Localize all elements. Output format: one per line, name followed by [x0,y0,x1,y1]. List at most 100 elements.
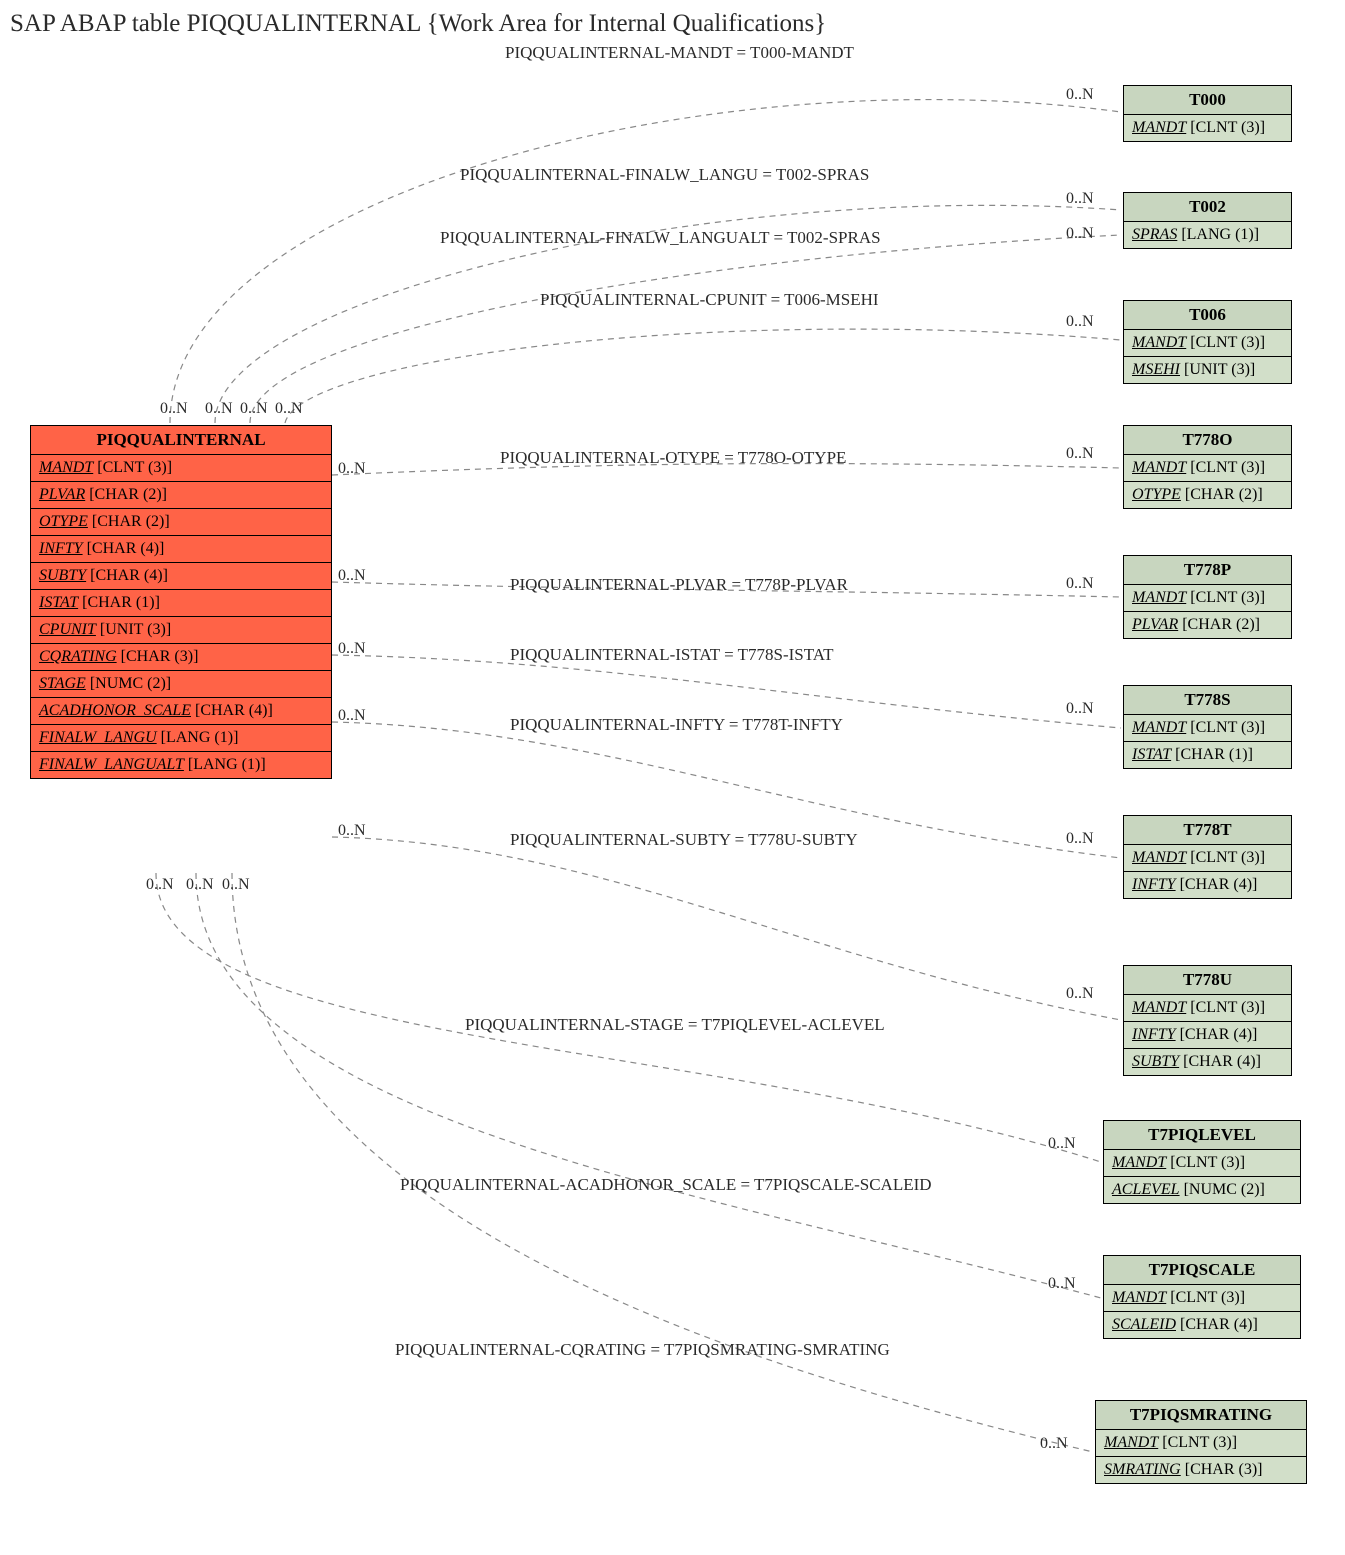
cardinality-src: 0..N [338,460,366,478]
edge [170,100,1121,423]
field-type: [CHAR (4)] [86,567,168,584]
field-type: [CHAR (1)] [78,594,160,611]
field-name: MANDT [1132,849,1186,866]
field-name: CQRATING [39,648,117,665]
field-type: [CLNT (3)] [1186,589,1265,606]
field-type: [NUMC (2)] [1180,1181,1265,1198]
field-name: SCALEID [1112,1316,1176,1333]
field-type: [CLNT (3)] [1158,1434,1237,1451]
table-header: PIQQUALINTERNAL [31,426,331,455]
edge-label: PIQQUALINTERNAL-INFTY = T778T-INFTY [510,715,843,735]
cardinality-src: 0..N [275,400,303,418]
table-row: MANDT [CLNT (3)] [1124,715,1291,742]
field-name: MANDT [1132,999,1186,1016]
cardinality-dst: 0..N [1066,190,1094,208]
cardinality-src: 0..N [205,400,233,418]
cardinality-dst: 0..N [1066,575,1094,593]
cardinality-dst: 0..N [1066,225,1094,243]
field-name: STAGE [39,675,86,692]
field-type: [CHAR (3)] [117,648,199,665]
field-type: [CHAR (2)] [88,513,170,530]
ref-table-t7piqsmrating: T7PIQSMRATINGMANDT [CLNT (3)]SMRATING [C… [1095,1400,1307,1484]
table-row: MANDT [CLNT (3)] [31,455,331,482]
cardinality-dst: 0..N [1066,985,1094,1003]
cardinality-dst: 0..N [1066,830,1094,848]
field-name: MANDT [1132,119,1186,136]
field-name: FINALW_LANGUALT [39,756,184,773]
table-header: T7PIQSCALE [1104,1256,1300,1285]
ref-table-t7piqscale: T7PIQSCALE MANDT [CLNT (3)] SCALEID [CHAR … [1103,1255,1301,1339]
field-type: [LANG (1)] [1177,226,1259,243]
field-name: OTYPE [1132,486,1181,503]
field-name: INFTY [1132,876,1176,893]
cardinality-dst: 0..N [1066,700,1094,718]
table-row: INFTY [CHAR (4)] [31,536,331,563]
cardinality-src: 0..N [240,400,268,418]
table-header: T778S [1124,686,1291,715]
edge-label: PIQQUALINTERNAL-CQRATING = T7PIQSMRATING… [395,1340,890,1360]
table-row: SPRAS [LANG (1)] [1124,222,1291,248]
edge [332,837,1121,1020]
field-name: MANDT [39,459,93,476]
edge [285,329,1121,423]
field-type: [CHAR (4)] [1176,1316,1258,1333]
cardinality-src: 0..N [338,567,366,585]
cardinality-dst: 0..N [1066,313,1094,331]
ref-table-t006: T006MANDT [CLNT (3)]MSEHI [UNIT (3)] [1123,300,1292,384]
edge-label: PIQQUALINTERNAL-FINALW_LANGUALT = T002-S… [440,228,881,248]
cardinality-src: 0..N [146,876,174,894]
table-header: T006 [1124,301,1291,330]
table-header: T000 [1124,86,1291,115]
field-type: [CLNT (3)] [1166,1289,1245,1306]
field-name: ACADHONOR_SCALE [39,702,191,719]
field-type: [CHAR (4)] [1179,1053,1261,1070]
table-row: CPUNIT [UNIT (3)] [31,617,331,644]
table-row: FINALW_LANGUALT [LANG (1)] [31,752,331,778]
edge-label: PIQQUALINTERNAL-PLVAR = T778P-PLVAR [510,575,848,595]
field-type: [LANG (1)] [184,756,266,773]
table-row: CQRATING [CHAR (3)] [31,644,331,671]
cardinality-dst: 0..N [1048,1275,1076,1293]
table-header: T002 [1124,193,1291,222]
cardinality-dst: 0..N [1066,445,1094,463]
table-row: FINALW_LANGU [LANG (1)] [31,725,331,752]
field-name: ACLEVEL [1112,1181,1180,1198]
field-name: PLVAR [39,486,85,503]
table-row: STAGE [NUMC (2)] [31,671,331,698]
table-row: INFTY [CHAR (4)] [1124,872,1291,898]
table-row: OTYPE [CHAR (2)] [31,509,331,536]
table-header: T778T [1124,816,1291,845]
field-type: [CHAR (2)] [85,486,167,503]
table-row: MANDT [CLNT (3)] [1124,330,1291,357]
field-type: [CHAR (4)] [1176,1026,1258,1043]
table-header: T778P [1124,556,1291,585]
table-row: MANDT [CLNT (3)] [1104,1150,1300,1177]
field-type: [CLNT (3)] [1166,1154,1245,1171]
table-row: ACLEVEL [NUMC (2)] [1104,1177,1300,1203]
cardinality-dst: 0..N [1048,1135,1076,1153]
field-type: [CLNT (3)] [1186,119,1265,136]
table-row: OTYPE [CHAR (2)] [1124,482,1291,508]
cardinality-src: 0..N [222,876,250,894]
ref-table-t778s: T778SMANDT [CLNT (3)]ISTAT [CHAR (1)] [1123,685,1292,769]
table-row: SCALEID [CHAR (4)] [1104,1312,1300,1338]
cardinality-src: 0..N [160,400,188,418]
table-row: SUBTY [CHAR (4)] [1124,1049,1291,1075]
table-row: MANDT [CLNT (3)] [1124,115,1291,141]
field-name: MANDT [1112,1289,1166,1306]
cardinality-src: 0..N [338,822,366,840]
field-name: OTYPE [39,513,88,530]
edge-label: PIQQUALINTERNAL-OTYPE = T778O-OTYPE [500,448,846,468]
ref-table-t778t: T778TMANDT [CLNT (3)]INFTY [CHAR (4)] [1123,815,1292,899]
edge-label: PIQQUALINTERNAL-MANDT = T000-MANDT [505,43,854,63]
table-row: PLVAR [CHAR (2)] [31,482,331,509]
field-type: [CLNT (3)] [1186,334,1265,351]
page-title: SAP ABAP table PIQQUALINTERNAL {Work Are… [10,10,826,38]
field-name: MANDT [1132,719,1186,736]
table-row: MANDT [CLNT (3)] [1124,455,1291,482]
table-row: PLVAR [CHAR (2)] [1124,612,1291,638]
field-name: SPRAS [1132,226,1177,243]
ref-table-t778o: T778OMANDT [CLNT (3)]OTYPE [CHAR (2)] [1123,425,1292,509]
field-type: [LANG (1)] [157,729,239,746]
field-name: INFTY [1132,1026,1176,1043]
